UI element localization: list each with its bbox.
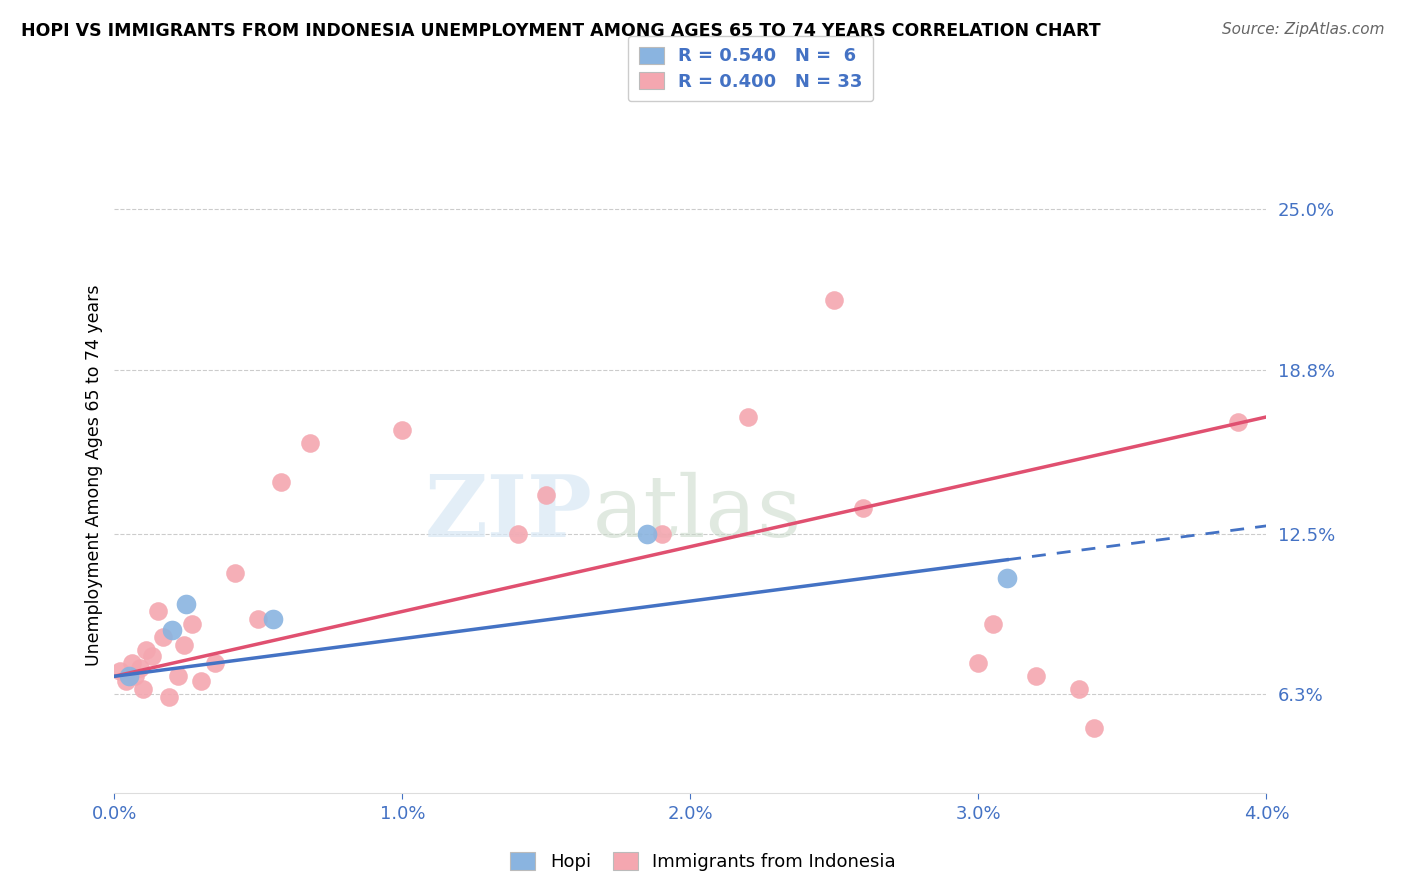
Text: atlas: atlas [592, 472, 801, 555]
Point [262, 612, 284, 626]
Point [981, 617, 1004, 632]
Point [967, 657, 990, 671]
Point [1083, 721, 1105, 735]
Point [173, 638, 195, 652]
Point [823, 293, 845, 308]
Point [1226, 415, 1249, 429]
Point [152, 631, 174, 645]
Point [118, 669, 141, 683]
Point [299, 436, 322, 450]
Point [190, 674, 212, 689]
Point [115, 674, 138, 689]
Text: Source: ZipAtlas.com: Source: ZipAtlas.com [1222, 22, 1385, 37]
Point [129, 661, 152, 675]
Point [132, 682, 155, 697]
Text: ZIP: ZIP [425, 471, 592, 556]
Point [536, 488, 558, 502]
Point [181, 617, 204, 632]
Point [157, 690, 180, 704]
Legend: Hopi, Immigrants from Indonesia: Hopi, Immigrants from Indonesia [503, 846, 903, 879]
Point [135, 643, 157, 657]
Point [636, 526, 658, 541]
Point [737, 409, 759, 424]
Point [121, 657, 143, 671]
Point [852, 500, 875, 515]
Point [224, 566, 246, 580]
Point [995, 571, 1018, 585]
Point [1069, 682, 1091, 697]
Point [506, 526, 529, 541]
Point [141, 648, 163, 663]
Point [176, 597, 198, 611]
Point [391, 423, 413, 437]
Point [270, 475, 292, 489]
Text: HOPI VS IMMIGRANTS FROM INDONESIA UNEMPLOYMENT AMONG AGES 65 TO 74 YEARS CORRELA: HOPI VS IMMIGRANTS FROM INDONESIA UNEMPL… [21, 22, 1101, 40]
Legend: R = 0.540   N =  6, R = 0.400   N = 33: R = 0.540 N = 6, R = 0.400 N = 33 [627, 36, 873, 102]
Y-axis label: Unemployment Among Ages 65 to 74 years: Unemployment Among Ages 65 to 74 years [86, 285, 103, 666]
Point [160, 623, 183, 637]
Point [166, 669, 188, 683]
Point [146, 604, 169, 618]
Point [1025, 669, 1047, 683]
Point [247, 612, 270, 626]
Point [124, 669, 146, 683]
Point [651, 526, 673, 541]
Point [108, 664, 131, 678]
Point [204, 657, 226, 671]
